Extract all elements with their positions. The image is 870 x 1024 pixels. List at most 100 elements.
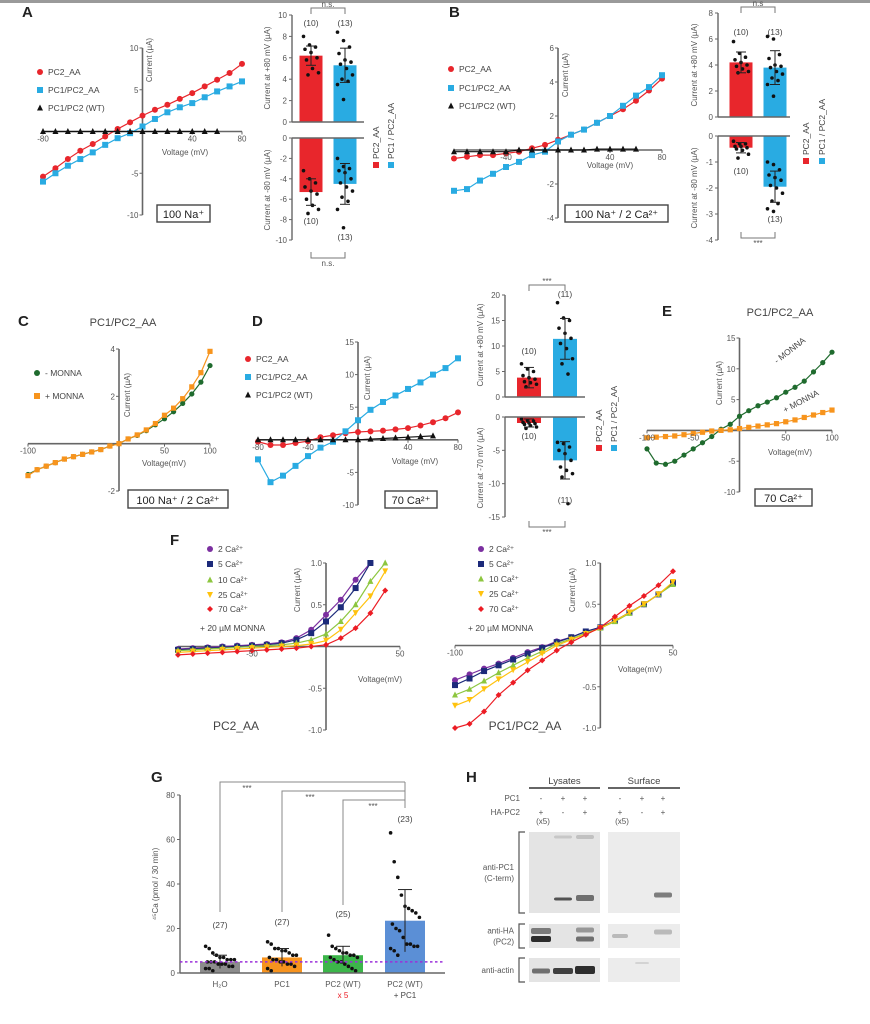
data-point — [733, 144, 737, 149]
y-axis-label: ⁴⁵Ca (pmol / 30 min) — [151, 847, 160, 920]
data-point — [607, 145, 613, 152]
data-point — [525, 367, 530, 371]
legend-label: 25 Ca²⁺ — [218, 590, 249, 600]
blot-membrane-surface — [608, 958, 680, 982]
series-label: - MONNA — [772, 335, 807, 366]
data-point — [611, 617, 618, 624]
series-0 — [40, 60, 245, 180]
data-point — [348, 953, 353, 957]
data-point — [304, 197, 309, 201]
data-point — [597, 624, 604, 631]
significance-bracket — [219, 781, 405, 912]
legend-label: PC2_AA — [371, 126, 381, 159]
data-point — [829, 349, 835, 355]
data-point — [408, 942, 413, 946]
legend-label: PC1/PC2 (WT) — [256, 390, 313, 400]
series-1 — [40, 78, 245, 185]
data-point — [352, 585, 359, 592]
x-tick-label: -100 — [447, 649, 464, 658]
data-point — [267, 955, 272, 960]
n-label: (25) — [335, 909, 350, 919]
data-point — [338, 181, 343, 185]
data-point — [342, 428, 349, 435]
data-point — [221, 955, 226, 960]
data-point — [534, 425, 539, 429]
data-point — [337, 596, 344, 603]
data-point — [653, 434, 659, 440]
data-point — [52, 165, 59, 172]
series-1 — [451, 72, 665, 194]
data-point — [245, 374, 251, 380]
data-point — [495, 676, 502, 683]
data-point — [338, 62, 343, 67]
data-point — [740, 148, 745, 153]
data-point — [405, 433, 411, 440]
y-tick-label: 0 — [496, 413, 501, 422]
data-point — [207, 561, 213, 567]
data-point — [315, 192, 319, 196]
protein-band — [576, 927, 594, 933]
y-axis-label: Current (µA) — [145, 38, 154, 83]
data-point — [553, 642, 560, 649]
y-tick-label: 20 — [166, 925, 175, 934]
x-tick-label: -50 — [687, 433, 699, 442]
x-tick-label: 100 — [203, 447, 217, 456]
data-point — [285, 962, 290, 966]
y-tick-label: -2 — [280, 154, 288, 163]
condition-sign: - — [540, 794, 543, 803]
chart-title: PC1/PC2_AA — [90, 317, 157, 329]
data-point — [773, 421, 780, 427]
data-point — [303, 185, 307, 189]
data-point — [477, 177, 483, 184]
protein-band — [612, 934, 628, 938]
data-point — [207, 606, 213, 612]
data-point — [553, 647, 560, 654]
y-tick-label: -4 — [706, 236, 714, 245]
data-point — [417, 422, 424, 429]
data-point — [564, 468, 569, 473]
data-point — [394, 926, 398, 931]
data-point — [569, 336, 573, 341]
data-point — [249, 647, 255, 654]
y-tick-label: 8 — [283, 32, 288, 41]
data-point — [399, 893, 404, 897]
data-point — [524, 650, 531, 657]
data-point — [566, 501, 570, 506]
x-tick-label: -80 — [37, 135, 49, 144]
data-point — [344, 185, 349, 189]
data-point — [292, 436, 299, 443]
legend-label: PC1/PC2 (WT) — [48, 103, 105, 113]
data-point — [330, 432, 336, 439]
data-point — [180, 400, 186, 407]
data-point — [820, 360, 826, 366]
top-border — [0, 0, 870, 3]
y-axis-label: Current at -80 mV (µA) — [690, 147, 699, 228]
data-point — [570, 356, 575, 361]
western-blot-H — [518, 787, 680, 983]
data-point — [519, 362, 524, 366]
data-point — [198, 370, 204, 376]
data-point — [770, 76, 774, 80]
legend-label: 2 Ca²⁺ — [489, 544, 515, 554]
data-point — [223, 962, 228, 966]
y-tick-label: -10 — [724, 488, 736, 497]
data-point — [524, 654, 531, 661]
series-line — [454, 581, 674, 707]
data-point — [390, 922, 395, 926]
data-point — [176, 104, 183, 111]
antibody-label: (C-term) — [484, 874, 514, 883]
n-label: (10) — [521, 431, 536, 441]
data-point — [557, 448, 561, 453]
y-tick-label: -0.5 — [583, 683, 597, 692]
data-point — [382, 568, 389, 575]
data-point — [477, 148, 483, 155]
n-label: (10) — [733, 166, 748, 176]
data-point — [633, 145, 639, 152]
data-point — [353, 968, 358, 973]
data-point — [189, 100, 196, 107]
panel-letter: E — [662, 303, 672, 320]
data-point — [464, 153, 470, 160]
data-point — [415, 944, 420, 949]
legend-label: 10 Ca²⁺ — [489, 574, 520, 584]
y-axis-label: Current (µA) — [123, 373, 132, 418]
